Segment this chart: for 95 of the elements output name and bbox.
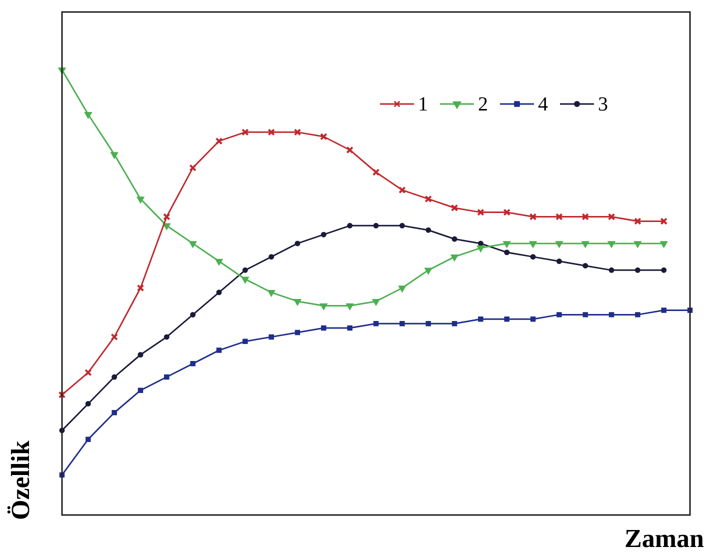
- point: [450, 254, 458, 262]
- point: [635, 312, 640, 318]
- point: [347, 325, 352, 331]
- point: [215, 258, 223, 266]
- point: [661, 267, 667, 273]
- point: [268, 254, 274, 260]
- point: [530, 254, 536, 260]
- point: [242, 267, 248, 273]
- point: [294, 298, 302, 306]
- point: [216, 290, 222, 296]
- point: [426, 227, 432, 233]
- point: [556, 213, 563, 220]
- point: [556, 312, 562, 318]
- point: [320, 303, 328, 310]
- point: [634, 267, 640, 273]
- point: [477, 208, 484, 216]
- point: [424, 195, 432, 203]
- point: [216, 348, 222, 353]
- point: [582, 262, 588, 268]
- point: [189, 164, 196, 172]
- point: [450, 204, 458, 212]
- point: [373, 320, 379, 326]
- point: [189, 241, 197, 248]
- point: [136, 196, 144, 204]
- point: [320, 232, 326, 238]
- point: [400, 320, 405, 326]
- point: [241, 276, 249, 284]
- legend-label: 1: [418, 93, 428, 116]
- point: [529, 213, 537, 220]
- point: [136, 284, 144, 292]
- point: [504, 250, 510, 256]
- legend-label: 3: [598, 93, 608, 116]
- point: [582, 213, 589, 220]
- point: [112, 374, 118, 380]
- point: [294, 330, 300, 336]
- point: [346, 303, 354, 310]
- point: [268, 334, 274, 340]
- y-axis-title: Özellik: [6, 440, 36, 520]
- point: [476, 246, 484, 252]
- point: [294, 128, 302, 136]
- point: [242, 128, 249, 136]
- point: [85, 400, 91, 406]
- point: [556, 258, 562, 264]
- point: [608, 213, 616, 220]
- point: [582, 241, 590, 248]
- point: [452, 236, 458, 242]
- point: [242, 338, 248, 344]
- point: [634, 241, 642, 248]
- point: [164, 334, 170, 340]
- point: [164, 374, 170, 380]
- legend-label: 4: [538, 93, 548, 116]
- point: [86, 436, 91, 442]
- point: [582, 312, 588, 318]
- point: [504, 316, 510, 322]
- point: [190, 361, 196, 366]
- point: [294, 240, 300, 246]
- point: [530, 316, 536, 322]
- point: [110, 152, 118, 159]
- point: [346, 146, 354, 154]
- point: [347, 222, 353, 228]
- point: [112, 410, 117, 416]
- point: [399, 222, 405, 228]
- point: [529, 241, 537, 248]
- point: [555, 241, 563, 248]
- point: [608, 312, 614, 318]
- point: [138, 352, 144, 358]
- point: [608, 241, 616, 248]
- point: [138, 388, 144, 393]
- point: [634, 218, 642, 225]
- point: [398, 186, 406, 194]
- point: [661, 308, 666, 313]
- point: [503, 241, 511, 248]
- point: [398, 286, 406, 292]
- point: [608, 267, 614, 273]
- point: [84, 112, 92, 119]
- point: [268, 290, 276, 297]
- point: [452, 320, 458, 326]
- point: [110, 333, 118, 341]
- point: [372, 298, 380, 306]
- legend-label: 2: [478, 93, 488, 116]
- point: [268, 128, 275, 136]
- point: [163, 213, 170, 220]
- point: [321, 325, 326, 331]
- point: [373, 222, 379, 228]
- point: [190, 312, 196, 318]
- point: [503, 208, 510, 216]
- point: [320, 132, 328, 140]
- point: [424, 268, 432, 274]
- point: [660, 241, 668, 248]
- point: [215, 137, 223, 145]
- point: [84, 368, 92, 376]
- point: [372, 168, 380, 176]
- x-axis-title: Zaman: [624, 524, 704, 554]
- point: [426, 320, 431, 326]
- point: [478, 316, 484, 322]
